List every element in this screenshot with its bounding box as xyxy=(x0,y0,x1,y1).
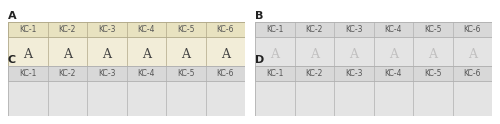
Text: KC-5: KC-5 xyxy=(177,25,194,34)
Text: A: A xyxy=(270,48,279,61)
Bar xyxy=(255,22,492,37)
Text: A: A xyxy=(310,48,319,61)
Text: KC-6: KC-6 xyxy=(464,69,481,78)
Text: KC-5: KC-5 xyxy=(424,69,442,78)
Text: KC-1: KC-1 xyxy=(19,69,36,78)
Text: KC-3: KC-3 xyxy=(345,25,362,34)
Bar xyxy=(8,66,245,81)
Text: A: A xyxy=(63,48,72,61)
Text: A: A xyxy=(389,48,398,61)
Text: KC-4: KC-4 xyxy=(384,69,402,78)
Text: KC-2: KC-2 xyxy=(58,69,76,78)
Text: KC-2: KC-2 xyxy=(306,25,323,34)
Text: KC-3: KC-3 xyxy=(98,25,116,34)
Text: C: C xyxy=(8,55,16,65)
Text: A: A xyxy=(221,48,230,61)
Text: KC-1: KC-1 xyxy=(19,25,36,34)
Text: A: A xyxy=(142,48,151,61)
Text: A: A xyxy=(428,48,437,61)
Text: A: A xyxy=(468,48,477,61)
Text: KC-6: KC-6 xyxy=(216,69,234,78)
Text: KC-4: KC-4 xyxy=(138,25,155,34)
Text: A: A xyxy=(23,48,32,61)
Text: KC-3: KC-3 xyxy=(345,69,362,78)
Text: B: B xyxy=(255,11,264,21)
Text: KC-1: KC-1 xyxy=(266,69,283,78)
Bar xyxy=(8,22,245,37)
Text: A: A xyxy=(181,48,190,61)
Bar xyxy=(255,66,492,81)
Text: KC-4: KC-4 xyxy=(138,69,155,78)
Text: A: A xyxy=(102,48,111,61)
Text: KC-6: KC-6 xyxy=(216,25,234,34)
Text: KC-2: KC-2 xyxy=(58,25,76,34)
Text: A: A xyxy=(8,11,16,21)
Text: KC-5: KC-5 xyxy=(177,69,194,78)
Text: KC-1: KC-1 xyxy=(266,25,283,34)
Text: KC-2: KC-2 xyxy=(306,69,323,78)
Text: KC-4: KC-4 xyxy=(384,25,402,34)
Text: KC-5: KC-5 xyxy=(424,25,442,34)
Text: KC-6: KC-6 xyxy=(464,25,481,34)
Text: KC-3: KC-3 xyxy=(98,69,116,78)
Text: D: D xyxy=(255,55,264,65)
Text: A: A xyxy=(349,48,358,61)
